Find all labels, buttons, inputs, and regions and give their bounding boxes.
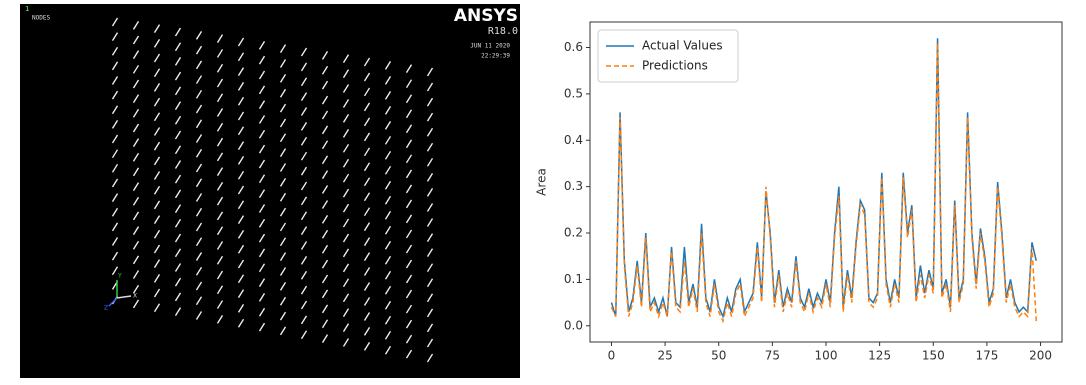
- page: 1 NODES ANSYS R18.0 JUN 11 2020 22:29:39…: [0, 0, 1086, 385]
- ansys-viewport: [20, 4, 520, 378]
- x-tick-label: 175: [975, 349, 998, 363]
- triad-x-label: X: [133, 293, 137, 300]
- x-tick-label: 25: [657, 349, 672, 363]
- y-tick-label: 0.6: [564, 40, 583, 54]
- brand: ANSYS: [454, 6, 518, 26]
- triad-y-label: Y: [117, 273, 122, 280]
- y-tick-label: 0.4: [564, 133, 583, 147]
- series-line: [611, 43, 1036, 321]
- x-tick-label: 150: [922, 349, 945, 363]
- legend-label: Predictions: [642, 59, 708, 73]
- y-axis-label: Area: [535, 168, 549, 196]
- date: JUN 11 2020: [470, 43, 510, 50]
- legend-label: Actual Values: [642, 39, 723, 53]
- line-chart: 0.0 0.1 0.2 0.3 0.4 0.5 0.6 0 25 50 75 100 125 150 175…: [535, 22, 1063, 363]
- x-tick-label: 75: [765, 349, 780, 363]
- y-tick-label: 0.2: [564, 226, 583, 240]
- figure: 1 NODES ANSYS R18.0 JUN 11 2020 22:29:39…: [0, 0, 1086, 381]
- release: R18.0: [488, 26, 518, 37]
- y-tick-label: 0.5: [564, 86, 583, 100]
- y-tick-label: 0.1: [564, 272, 583, 286]
- time: 22:29:39: [481, 53, 510, 60]
- window-number: 1: [25, 5, 29, 13]
- x-tick-label: 0: [608, 349, 616, 363]
- y-tick-label: 0.0: [564, 318, 583, 332]
- x-tick-label: 100: [815, 349, 838, 363]
- x-tick-label: 200: [1029, 349, 1052, 363]
- view-label: NODES: [32, 15, 50, 22]
- y-tick-label: 0.3: [564, 179, 583, 193]
- x-tick-label: 50: [711, 349, 726, 363]
- x-tick-label: 125: [868, 349, 891, 363]
- triad-z-label: Z: [104, 305, 108, 312]
